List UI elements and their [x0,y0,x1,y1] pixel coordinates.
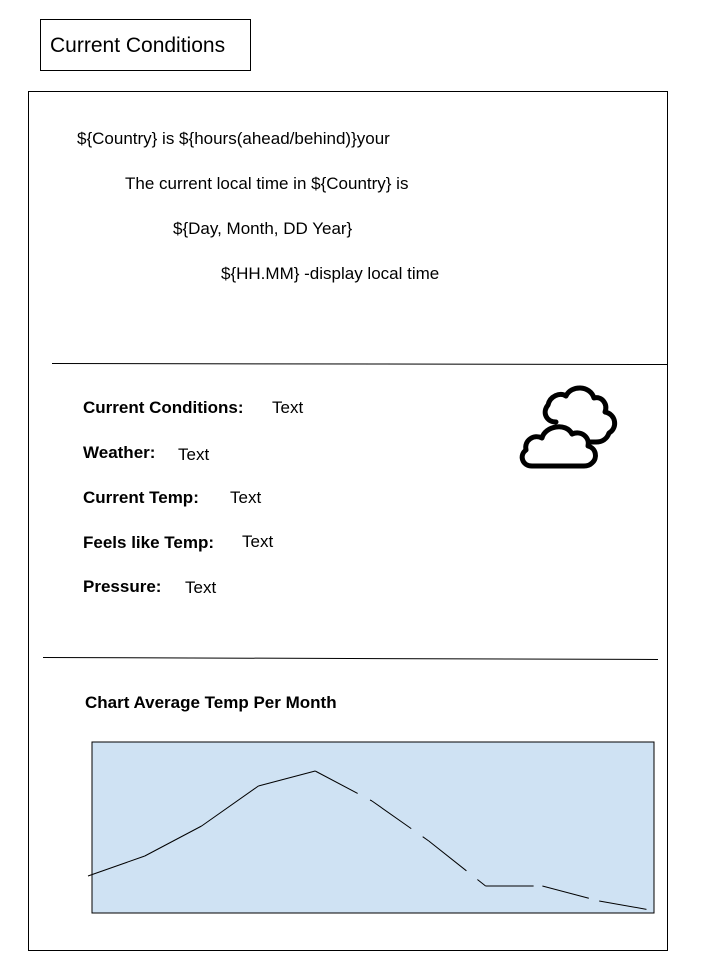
pressure-label: Pressure: [83,577,162,596]
feels-like-temp-value: Text [242,532,274,551]
chart-title: Chart Average Temp Per Month [85,693,337,712]
section-divider-conditions [43,657,658,660]
page-title-box: Current Conditions [40,19,251,71]
current-temp-value: Text [230,488,262,507]
weather-value: Text [178,445,210,464]
feels-like-temp-label: Feels like Temp: [83,533,215,552]
cloudy-icon [519,385,618,469]
time-difference-text: ${Country} is ${hours(ahead/behind)}your [77,129,390,148]
current-conditions-value: Text [272,398,304,417]
weather-label: Weather: [83,443,156,462]
page-title: Current Conditions [50,34,226,57]
local-time-text: ${HH.MM} -display local time [221,264,440,283]
current-temp-label: Current Temp: [83,488,199,507]
current-conditions-label: Current Conditions: [83,398,244,417]
local-date-text: ${Day, Month, DD Year} [173,219,353,238]
pressure-value: Text [185,578,217,597]
main-panel [28,91,668,951]
local-time-intro-text: The current local time in ${Country} is [125,174,409,193]
section-divider-time [52,363,668,365]
